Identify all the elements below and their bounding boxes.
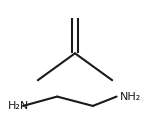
Text: NH₂: NH₂	[120, 92, 141, 102]
Text: H₂N: H₂N	[8, 101, 29, 111]
